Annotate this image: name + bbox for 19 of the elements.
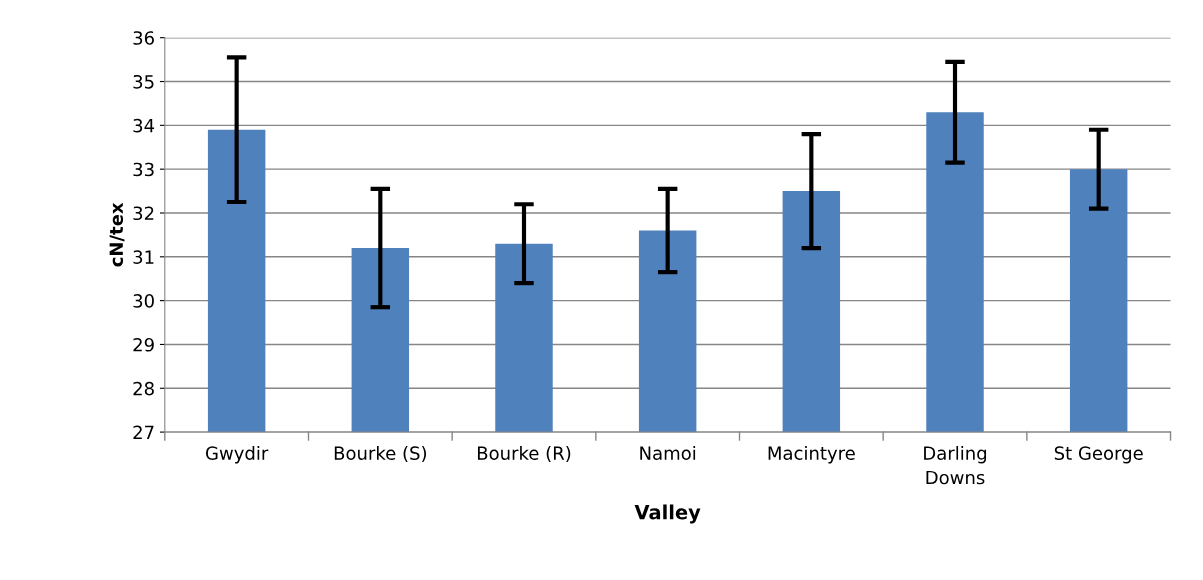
y-tick-label: 29 xyxy=(133,337,154,352)
y-tick-label: 30 xyxy=(133,294,154,308)
x-axis-title: Valley xyxy=(634,504,701,524)
y-tick-label: 35 xyxy=(133,74,154,89)
y-tick-label: 28 xyxy=(133,381,154,396)
y-axis-title: cN/tex xyxy=(109,202,125,267)
y-tick-label: 27 xyxy=(133,425,154,439)
x-tick-label: Macintyre xyxy=(768,445,855,464)
x-tick-label: Gwydir xyxy=(205,445,269,464)
y-tick-label: 31 xyxy=(133,250,154,264)
x-tick-label: Bourke (S) xyxy=(334,445,427,463)
y-tick-label: 33 xyxy=(133,162,154,177)
y-tick-label: 34 xyxy=(133,118,155,133)
y-tick-label: 32 xyxy=(133,206,154,221)
x-tick-label: St George xyxy=(1054,446,1143,464)
x-tick-label: Darling Downs xyxy=(924,445,987,485)
x-tick-label: Bourke (R) xyxy=(477,445,571,463)
x-tick-label: Namoi xyxy=(640,445,696,460)
y-tick-label: 36 xyxy=(133,31,154,45)
